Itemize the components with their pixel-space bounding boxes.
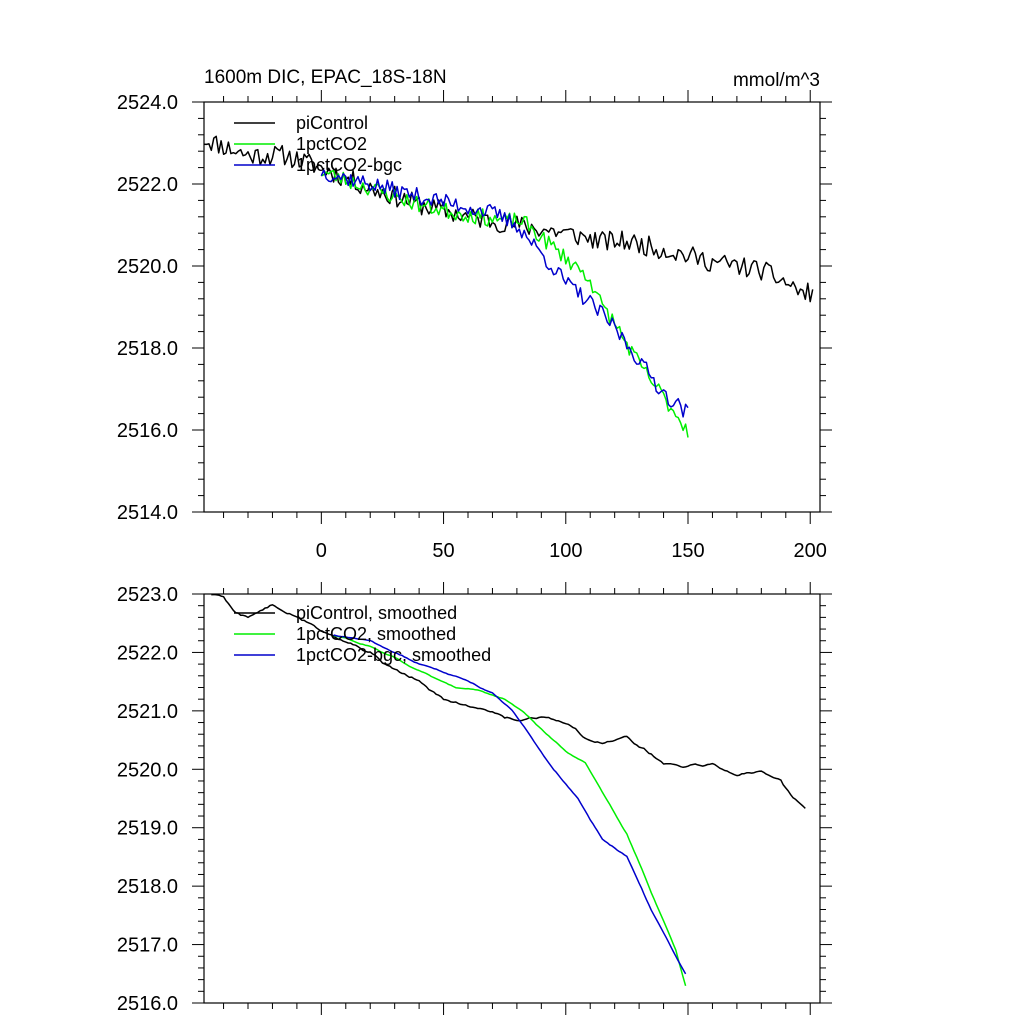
x-tick-label: 50 [432, 540, 454, 562]
y-tick-label: 2520.0 [117, 759, 178, 781]
x-tick-label: 100 [549, 540, 582, 562]
y-tick-label: 2517.0 [117, 935, 178, 957]
y-tick-label: 2518.0 [117, 338, 178, 360]
top-chart-axes: 0 50 100 150 200 2514.0 2516.0 2518.0 2520.0 2522… [117, 90, 832, 562]
top-chart-series [203, 135, 814, 438]
legend-label: 1pctCO2 [296, 134, 367, 154]
bottom-chart-axes: 2516.0 2517.0 2518.0 2519.0 2520.0 2521.0 2522… [117, 582, 832, 1015]
y-tick-label: 2520.0 [117, 256, 178, 278]
legend-label: piControl, smoothed [296, 603, 457, 623]
top-chart: 1600m DIC, EPAC_18S-18N mmol/m^3 0 50 100 1… [117, 67, 832, 562]
series-line-1pctco2-bgc-smoothed [333, 634, 687, 975]
y-tick-label: 2516.0 [117, 993, 178, 1015]
y-tick-label: 2522.0 [117, 642, 178, 664]
y-tick-label: 2524.0 [117, 92, 178, 114]
x-tick-label: 200 [794, 540, 827, 562]
y-tick-label: 2516.0 [117, 420, 178, 442]
y-tick-label: 2514.0 [117, 502, 178, 524]
x-tick-label: 0 [316, 540, 327, 562]
bottom-chart-series [211, 593, 806, 987]
legend-label: 1pctCO2-bgc [296, 155, 402, 175]
legend-label: piControl [296, 113, 368, 133]
chart-title: 1600m DIC, EPAC_18S-18N [204, 67, 447, 88]
series-line-1pctco2-smoothed [333, 635, 687, 987]
y-tick-label: 2522.0 [117, 174, 178, 196]
y-tick-label: 2519.0 [117, 818, 178, 840]
legend-label: 1pctCO2-bgc, smoothed [296, 645, 491, 665]
units-label: mmol/m^3 [733, 70, 820, 91]
legend-label: 1pctCO2, smoothed [296, 624, 456, 644]
y-tick-label: 2518.0 [117, 876, 178, 898]
series-line-picontrol-smoothed [211, 593, 806, 809]
series-line-1pctco2-bgc [320, 169, 689, 418]
plot-frame [203, 101, 821, 513]
plot-frame [203, 593, 821, 1004]
bottom-chart: 2516.0 2517.0 2518.0 2519.0 2520.0 2521.0 2522… [117, 582, 832, 1015]
x-tick-label: 150 [671, 540, 704, 562]
series-line-1pctco2 [320, 169, 689, 438]
y-tick-label: 2521.0 [117, 701, 178, 723]
y-tick-label: 2523.0 [117, 584, 178, 606]
